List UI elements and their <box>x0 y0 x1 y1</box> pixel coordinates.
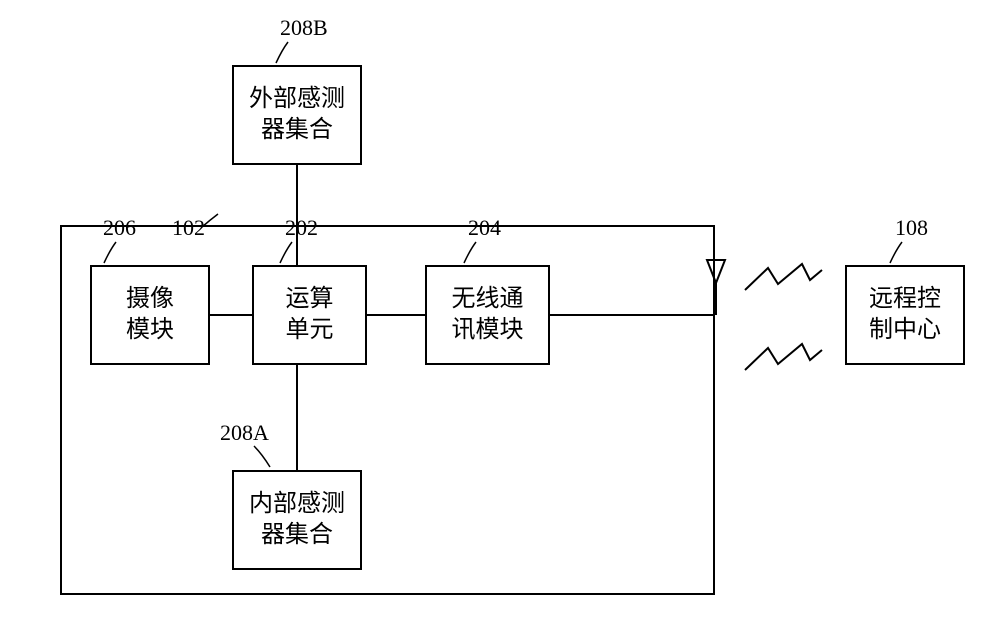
label-206: 206 <box>103 215 136 241</box>
box-compute: 运算单元 <box>252 265 367 365</box>
box-camera: 摄像模块 <box>90 265 210 365</box>
box-remote-text: 远程控制中心 <box>869 284 941 346</box>
tick-204 <box>460 240 480 265</box>
box-compute-text: 运算单元 <box>286 284 334 346</box>
tick-208A <box>252 444 272 469</box>
box-external-sensor-text: 外部感测器集合 <box>249 84 345 146</box>
label-108: 108 <box>895 215 928 241</box>
label-208A: 208A <box>220 420 269 446</box>
antenna-icon <box>705 258 735 318</box>
tick-102 <box>200 212 220 230</box>
tick-206 <box>100 240 120 265</box>
box-internal-sensor-text: 内部感测器集合 <box>249 489 345 551</box>
box-internal-sensor: 内部感测器集合 <box>232 470 362 570</box>
box-external-sensor: 外部感测器集合 <box>232 65 362 165</box>
box-camera-text: 摄像模块 <box>126 284 174 346</box>
tick-208B <box>272 40 292 65</box>
box-wireless-text: 无线通讯模块 <box>452 284 524 346</box>
line-wireless-to-antenna <box>550 314 715 316</box>
box-wireless: 无线通讯模块 <box>425 265 550 365</box>
label-208B: 208B <box>280 15 328 41</box>
signal-icon-2 <box>740 340 825 380</box>
tick-202 <box>276 240 296 265</box>
line-compute-to-wireless <box>367 314 425 316</box>
tick-108 <box>886 240 906 265</box>
label-202: 202 <box>285 215 318 241</box>
line-camera-to-compute <box>210 314 252 316</box>
line-compute-to-int <box>296 365 298 470</box>
label-204: 204 <box>468 215 501 241</box>
signal-icon-1 <box>740 260 825 300</box>
diagram-canvas: 外部感测器集合 摄像模块 运算单元 无线通讯模块 远程控制中心 内部感测器集合 <box>0 0 1000 638</box>
box-remote: 远程控制中心 <box>845 265 965 365</box>
